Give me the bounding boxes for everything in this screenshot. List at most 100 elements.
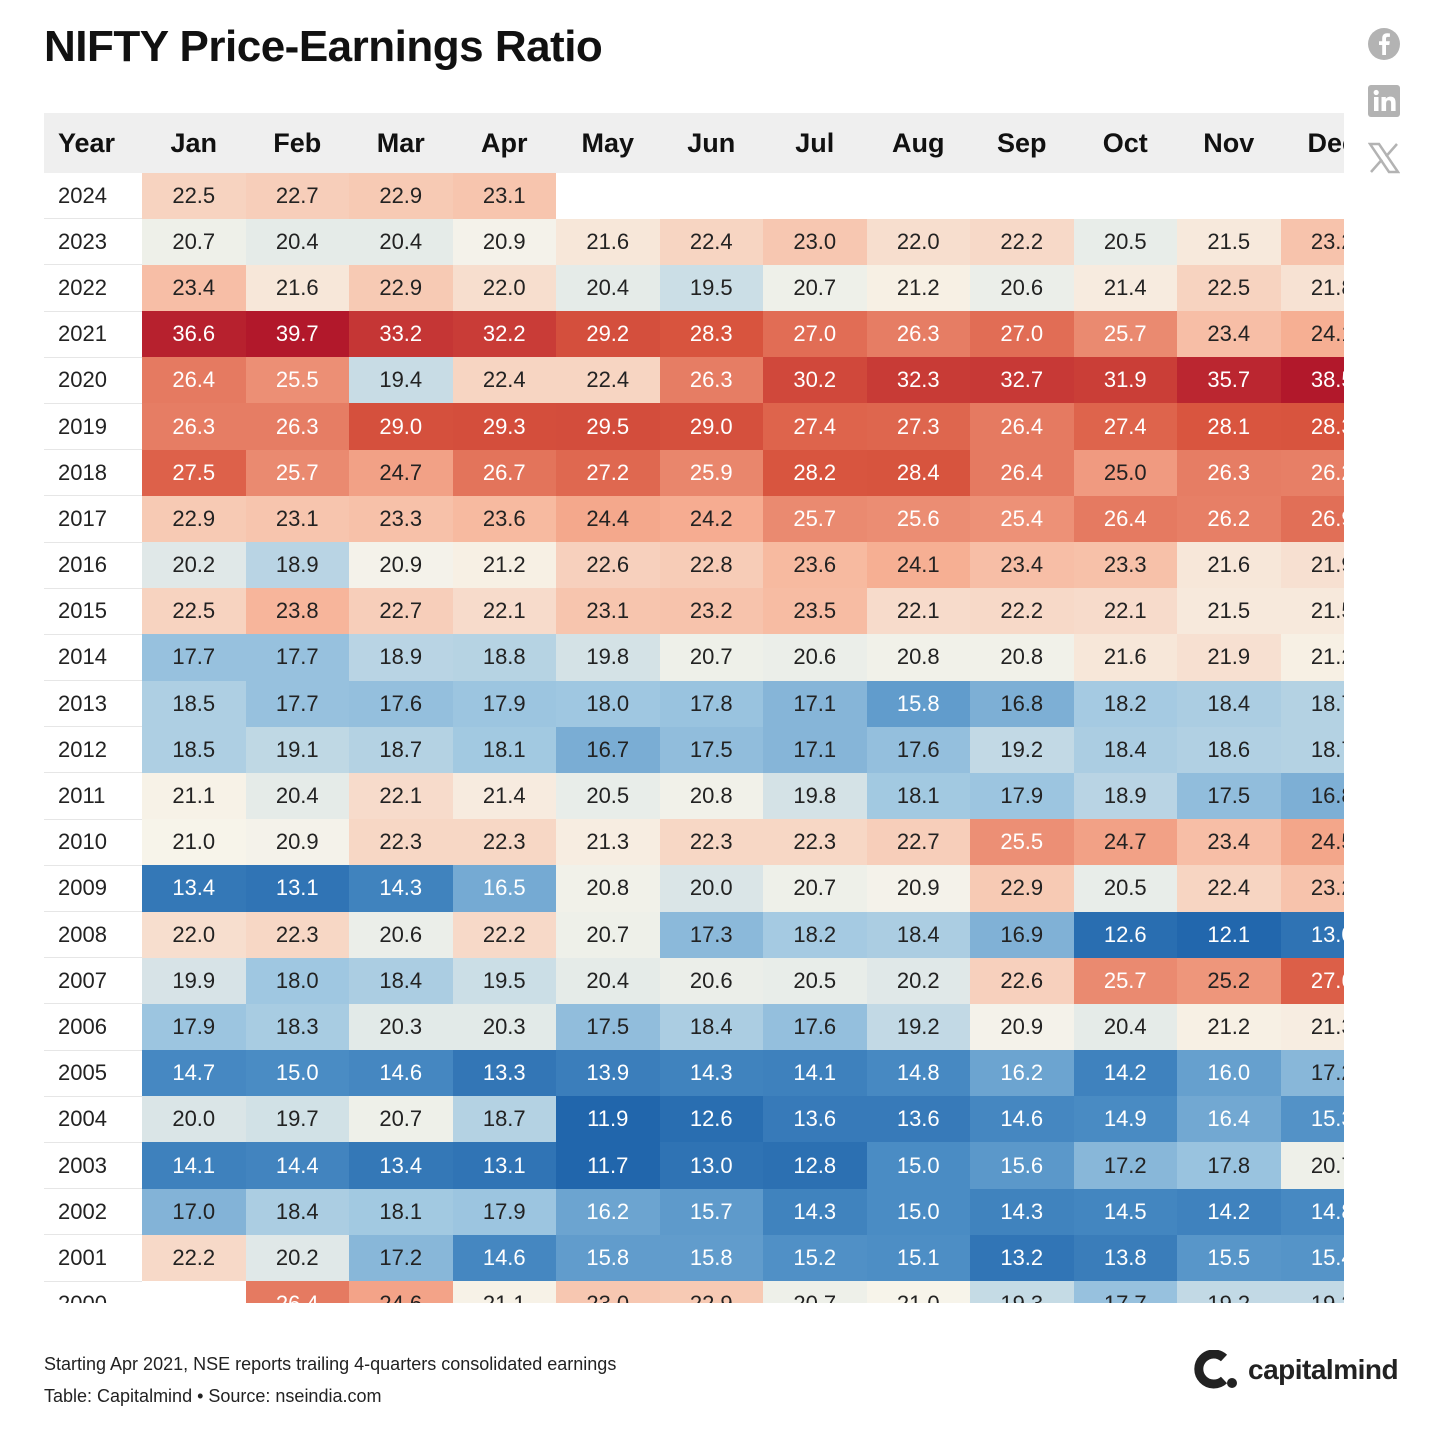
heatmap-cell: 17.9 bbox=[452, 1188, 556, 1235]
heatmap-cell: 27.0 bbox=[970, 311, 1074, 358]
heatmap-cell: 16.5 bbox=[452, 865, 556, 912]
heatmap-cell: 19.9 bbox=[142, 957, 246, 1004]
column-header-jun: Jun bbox=[659, 113, 763, 173]
heatmap-cell: 21.6 bbox=[1177, 542, 1281, 589]
heatmap-cell: 22.6 bbox=[556, 542, 660, 589]
heatmap-cell: 23.4 bbox=[1177, 311, 1281, 358]
heatmap-cell: 14.3 bbox=[349, 865, 453, 912]
heatmap-cell: 14.3 bbox=[763, 1188, 867, 1235]
heatmap-cell: 18.7 bbox=[1280, 680, 1344, 727]
year-label: 2009 bbox=[44, 865, 142, 913]
heatmap-cell: 20.7 bbox=[142, 218, 246, 265]
heatmap-cell: 23.4 bbox=[970, 542, 1074, 589]
heatmap-cell: 27.6 bbox=[1280, 957, 1344, 1004]
heatmap-cell: 23.2 bbox=[659, 588, 763, 635]
heatmap-cell: 22.4 bbox=[1177, 865, 1281, 912]
heatmap-cell: 21.2 bbox=[866, 264, 970, 312]
heatmap-cell: 22.5 bbox=[142, 173, 246, 219]
heatmap-cell: 20.4 bbox=[245, 218, 349, 265]
heatmap-cell: 21.0 bbox=[866, 1281, 970, 1303]
heatmap-cell: 21.9 bbox=[1280, 542, 1344, 589]
heatmap-cell: 11.7 bbox=[556, 1142, 660, 1189]
column-header-feb: Feb bbox=[245, 113, 349, 173]
heatmap-cell: 20.2 bbox=[866, 957, 970, 1004]
heatmap-cell: 13.8 bbox=[1073, 1234, 1177, 1281]
heatmap-cell: 15.0 bbox=[245, 1050, 349, 1097]
year-label: 2001 bbox=[44, 1234, 142, 1282]
heatmap-cell: 24.4 bbox=[556, 495, 660, 542]
heatmap-cell: 31.9 bbox=[1073, 357, 1177, 404]
heatmap-cell bbox=[1177, 173, 1281, 219]
table-row: 2017 22.9 23.1 23.3 23.6 24.4 24.2 25.7 25.6 25.4… bbox=[44, 495, 1344, 543]
table-row: 2024 22.5 22.7 22.9 23.1 bbox=[44, 173, 1344, 220]
heatmap-cell: 23.0 bbox=[556, 1281, 660, 1303]
heatmap-cell: 23.5 bbox=[763, 588, 867, 635]
heatmap-cell: 14.1 bbox=[142, 1142, 246, 1189]
heatmap-cell: 13.3 bbox=[452, 1050, 556, 1097]
heatmap-cell: 17.5 bbox=[659, 726, 763, 773]
year-label: 2015 bbox=[44, 588, 142, 635]
x-icon[interactable] bbox=[1366, 140, 1402, 176]
heatmap-cell: 20.8 bbox=[556, 865, 660, 912]
page-title: NIFTY Price-Earnings Ratio bbox=[44, 22, 603, 71]
heatmap-cell: 17.5 bbox=[1177, 772, 1281, 820]
heatmap-cell: 22.7 bbox=[866, 819, 970, 866]
heatmap-cell: 18.2 bbox=[763, 911, 867, 958]
year-label: 2013 bbox=[44, 680, 142, 728]
facebook-icon[interactable] bbox=[1366, 26, 1402, 62]
heatmap-cell: 23.2 bbox=[1280, 865, 1344, 912]
heatmap-cell: 17.6 bbox=[866, 726, 970, 773]
heatmap-cell bbox=[659, 173, 763, 219]
heatmap-cell: 20.6 bbox=[970, 264, 1074, 312]
heatmap-cell: 20.7 bbox=[1280, 1142, 1344, 1189]
heatmap-cell: 19.2 bbox=[1280, 1281, 1344, 1303]
column-header-oct: Oct bbox=[1073, 113, 1177, 173]
heatmap-cell: 25.7 bbox=[1073, 957, 1177, 1004]
heatmap-cell: 20.7 bbox=[349, 1096, 453, 1143]
table-row: 2021 36.6 39.7 33.2 32.2 29.2 28.3 27.0 26.3 27.0… bbox=[44, 311, 1344, 358]
heatmap-cell: 26.4 bbox=[245, 1281, 349, 1303]
heatmap-cell: 17.8 bbox=[659, 680, 763, 727]
heatmap-cell: 19.2 bbox=[970, 726, 1074, 773]
year-label: 2023 bbox=[44, 218, 142, 266]
heatmap-cell: 18.9 bbox=[245, 542, 349, 589]
heatmap-cell: 15.0 bbox=[866, 1142, 970, 1189]
heatmap-cell: 15.1 bbox=[866, 1234, 970, 1281]
heatmap-cell: 18.2 bbox=[1073, 680, 1177, 727]
heatmap-cell: 23.0 bbox=[763, 218, 867, 265]
heatmap-cell: 20.9 bbox=[866, 865, 970, 912]
heatmap-cell: 15.4 bbox=[1280, 1234, 1344, 1281]
heatmap-cell: 14.3 bbox=[970, 1188, 1074, 1235]
heatmap-cell: 15.0 bbox=[866, 1188, 970, 1235]
heatmap-cell: 25.9 bbox=[659, 449, 763, 496]
heatmap-cell: 22.3 bbox=[659, 819, 763, 866]
column-header-jan: Jan bbox=[142, 113, 246, 173]
heatmap-cell: 17.7 bbox=[245, 634, 349, 681]
column-header-jul: Jul bbox=[763, 113, 867, 173]
heatmap-cell: 26.2 bbox=[1280, 449, 1344, 496]
heatmap-cell bbox=[970, 173, 1074, 219]
heatmap-cell: 21.2 bbox=[1280, 634, 1344, 681]
year-label: 2006 bbox=[44, 1003, 142, 1051]
table-row: 2023 20.7 20.4 20.4 20.9 21.6 22.4 23.0 22.0 22.2… bbox=[44, 218, 1344, 266]
heatmap-cell: 26.9 bbox=[1280, 495, 1344, 542]
linkedin-icon[interactable] bbox=[1366, 83, 1402, 119]
heatmap-cell: 20.5 bbox=[556, 772, 660, 820]
heatmap-cell: 14.2 bbox=[1177, 1188, 1281, 1235]
table-row: 2019 26.3 26.3 29.0 29.3 29.5 29.0 27.4 27.3 26.4… bbox=[44, 403, 1344, 451]
column-header-year: Year bbox=[44, 113, 142, 173]
year-label: 2022 bbox=[44, 264, 142, 312]
heatmap-cell: 18.1 bbox=[349, 1188, 453, 1235]
heatmap-cell: 22.5 bbox=[142, 588, 246, 635]
heatmap-cell: 22.2 bbox=[142, 1234, 246, 1281]
heatmap-cell: 19.8 bbox=[763, 772, 867, 820]
heatmap-cell: 29.5 bbox=[556, 403, 660, 450]
heatmap-cell: 14.5 bbox=[1073, 1188, 1177, 1235]
heatmap-cell: 27.0 bbox=[763, 311, 867, 358]
heatmap-cell: 19.7 bbox=[245, 1096, 349, 1143]
heatmap-cell: 14.2 bbox=[1073, 1050, 1177, 1097]
heatmap-cell: 26.2 bbox=[1177, 495, 1281, 542]
heatmap-cell: 23.2 bbox=[1280, 218, 1344, 265]
heatmap-cell: 18.0 bbox=[556, 680, 660, 727]
heatmap-cell: 22.4 bbox=[452, 357, 556, 404]
